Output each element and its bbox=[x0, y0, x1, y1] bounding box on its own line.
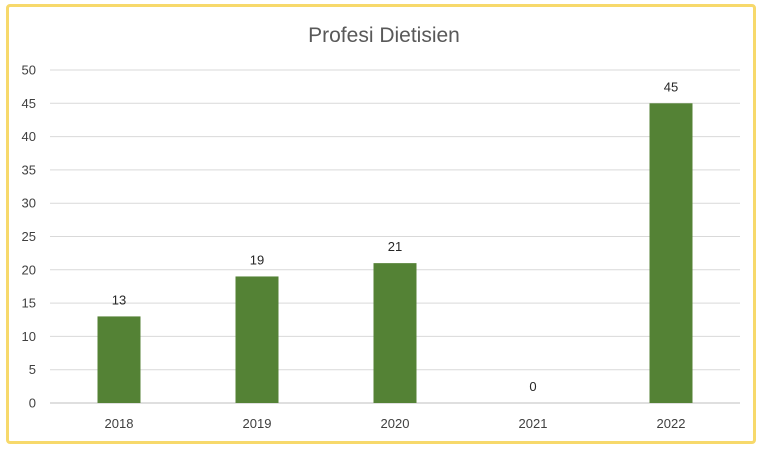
data-labels: 13 19 21 0 45 bbox=[112, 79, 678, 394]
x-tick-label: 2019 bbox=[243, 416, 272, 431]
y-tick-label: 10 bbox=[22, 329, 36, 344]
data-label: 45 bbox=[664, 79, 678, 94]
x-tick-label: 2022 bbox=[657, 416, 686, 431]
y-axis-ticks: 0 5 10 15 20 25 30 35 40 45 50 bbox=[22, 63, 36, 411]
y-tick-label: 45 bbox=[22, 96, 36, 111]
y-tick-label: 30 bbox=[22, 196, 36, 211]
x-axis-ticks: 2018 2019 2020 2021 2022 bbox=[105, 416, 686, 431]
x-tick-label: 2021 bbox=[519, 416, 548, 431]
y-tick-label: 15 bbox=[22, 296, 36, 311]
bar bbox=[97, 316, 141, 403]
data-label: 13 bbox=[112, 292, 126, 307]
y-tick-label: 20 bbox=[22, 262, 36, 277]
y-tick-label: 35 bbox=[22, 162, 36, 177]
y-tick-label: 25 bbox=[22, 229, 36, 244]
x-tick-label: 2018 bbox=[105, 416, 134, 431]
y-tick-label: 5 bbox=[29, 362, 36, 377]
bar bbox=[649, 103, 693, 404]
data-label: 19 bbox=[250, 252, 264, 267]
data-label: 21 bbox=[388, 239, 402, 254]
bar bbox=[373, 263, 417, 403]
y-tick-label: 40 bbox=[22, 129, 36, 144]
data-label: 0 bbox=[529, 379, 536, 394]
bar bbox=[235, 276, 279, 403]
y-tick-label: 50 bbox=[22, 63, 36, 78]
y-tick-label: 0 bbox=[29, 396, 36, 411]
x-tick-label: 2020 bbox=[381, 416, 410, 431]
chart-title: Profesi Dietisien bbox=[308, 24, 460, 47]
bars bbox=[97, 103, 693, 404]
gridlines bbox=[50, 69, 740, 404]
